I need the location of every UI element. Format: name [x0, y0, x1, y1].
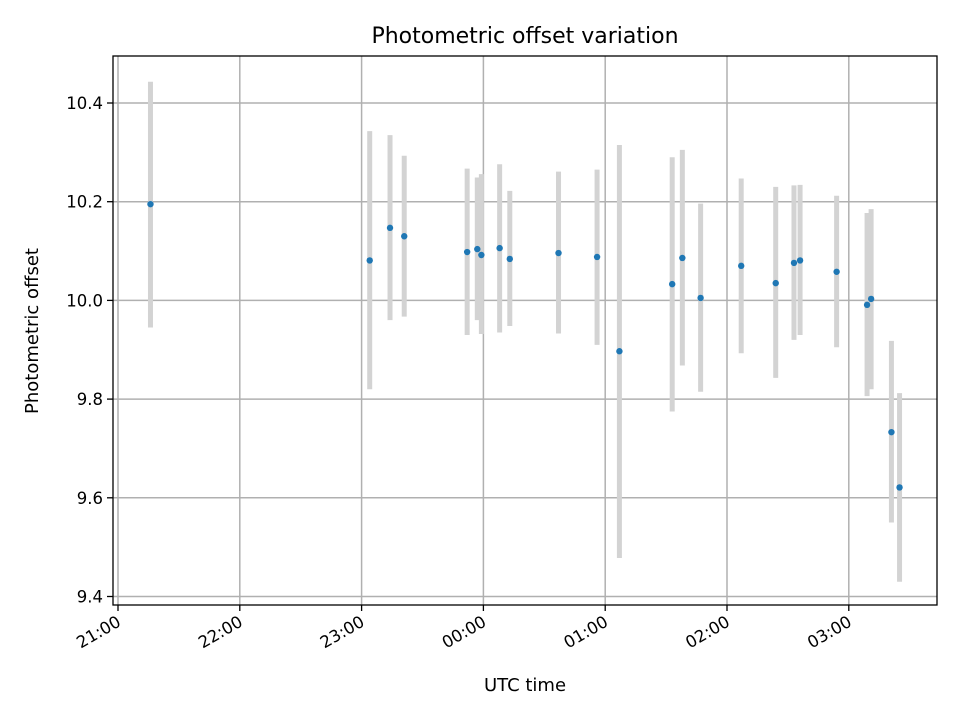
data-point [386, 224, 394, 232]
data-point [796, 257, 804, 264]
data-point [616, 348, 623, 355]
y-tick-label: 9.6 [77, 489, 103, 508]
data-point [833, 268, 840, 275]
data-point [593, 253, 601, 261]
data-point [496, 244, 503, 252]
y-axis-ticks: 9.4 9.6 9.8 10.0 10.2 10.4 [66, 94, 113, 607]
data-point [478, 251, 485, 259]
chart-title: Photometric offset variation [371, 24, 678, 49]
grid-lines [113, 56, 937, 605]
data-point [867, 295, 875, 303]
data-point [679, 254, 686, 262]
data-point [738, 262, 745, 270]
data-point [401, 233, 408, 240]
x-tick-label: 21:00 [73, 612, 124, 652]
y-tick-label: 10.4 [66, 94, 103, 113]
x-tick-label: 03:00 [804, 612, 855, 652]
data-point [147, 200, 154, 208]
data-point [463, 248, 471, 256]
data-point [474, 245, 481, 253]
data-point [790, 259, 798, 267]
plot-frame [112, 55, 938, 606]
data-point [888, 428, 895, 436]
x-tick-label: 00:00 [439, 612, 490, 652]
x-tick-label: 01:00 [561, 612, 612, 652]
x-tick-label: 02:00 [682, 612, 733, 652]
x-axis-label: UTC time [484, 675, 566, 696]
y-tick-label: 10.0 [66, 291, 103, 310]
y-tick-label: 10.2 [66, 193, 103, 212]
data-point [863, 301, 871, 309]
error-bars [147, 81, 903, 582]
data-point [506, 255, 513, 263]
data-point [697, 294, 704, 302]
x-axis-ticks: 21:00 22:00 23:00 00:00 01:00 02:00 03:00 [73, 605, 855, 652]
data-point [555, 249, 562, 257]
x-tick-label: 22:00 [195, 612, 246, 652]
data-point [668, 280, 676, 288]
data-points [147, 200, 903, 491]
y-axis-label: Photometric offset [22, 248, 43, 414]
data-point [366, 257, 373, 264]
y-tick-label: 9.4 [77, 588, 103, 607]
y-tick-label: 9.8 [77, 390, 103, 409]
data-point [772, 279, 779, 287]
data-point [896, 484, 903, 491]
x-tick-label: 23:00 [317, 612, 368, 652]
